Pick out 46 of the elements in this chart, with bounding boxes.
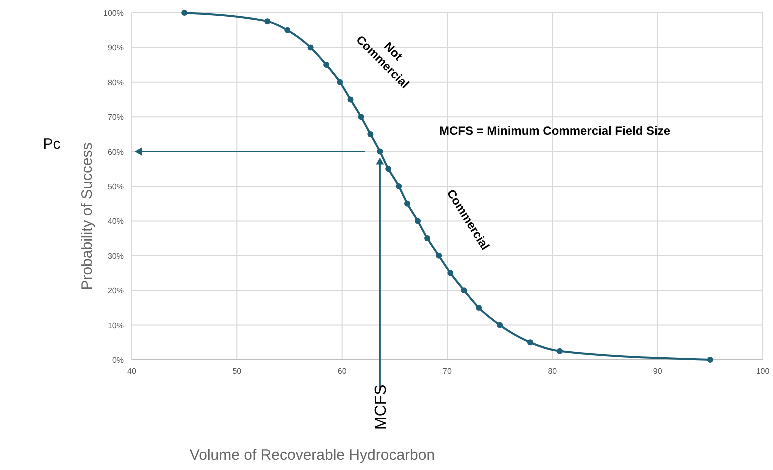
y-tick-label: 10% xyxy=(108,321,124,330)
point xyxy=(368,131,374,138)
annotation: MCFS xyxy=(373,384,390,430)
point xyxy=(377,148,384,155)
point xyxy=(396,184,402,190)
point xyxy=(448,270,454,276)
y-axis-title: Probability of Success xyxy=(79,142,96,290)
point xyxy=(308,44,314,51)
y-tick-label: 90% xyxy=(108,44,124,53)
point xyxy=(557,348,564,354)
point xyxy=(415,218,422,224)
point xyxy=(436,252,442,259)
y-tick-label: 20% xyxy=(108,286,124,296)
annotation: MCFS = Minimum Commercial Field Size xyxy=(439,124,671,138)
x-tick-label: 80 xyxy=(548,367,558,376)
x-tick-label: 70 xyxy=(443,367,452,376)
y-tick-label: 0% xyxy=(112,356,124,365)
point xyxy=(404,200,411,207)
point xyxy=(264,18,271,25)
point xyxy=(528,340,534,346)
y-tick-label: 50% xyxy=(108,182,124,192)
point xyxy=(348,96,354,103)
x-tick-label: 40 xyxy=(128,367,137,376)
x-tick-label: 60 xyxy=(338,367,348,376)
y-tick-label: 70% xyxy=(108,113,124,122)
y-tick-label: 100% xyxy=(104,9,124,18)
point xyxy=(461,288,468,294)
point xyxy=(324,62,330,68)
y-tick-label: 60% xyxy=(108,148,124,157)
x-tick-label: 90 xyxy=(653,367,663,376)
point xyxy=(358,114,364,120)
y-tick-label: 80% xyxy=(108,78,124,88)
x-tick-label: 100 xyxy=(756,367,770,376)
point xyxy=(337,79,344,86)
point xyxy=(707,357,714,363)
point xyxy=(182,10,188,16)
point xyxy=(284,27,291,34)
x-axis-title: Volume of Recoverable Hydrocarbon xyxy=(190,447,436,464)
point xyxy=(386,166,392,172)
text: Pc xyxy=(43,136,62,153)
point xyxy=(497,322,504,328)
x-tick-label: 50 xyxy=(232,367,242,376)
point xyxy=(424,236,431,242)
y-tick-label: 40% xyxy=(108,217,124,226)
y-tick-label: 30% xyxy=(108,252,124,261)
point xyxy=(476,304,482,311)
